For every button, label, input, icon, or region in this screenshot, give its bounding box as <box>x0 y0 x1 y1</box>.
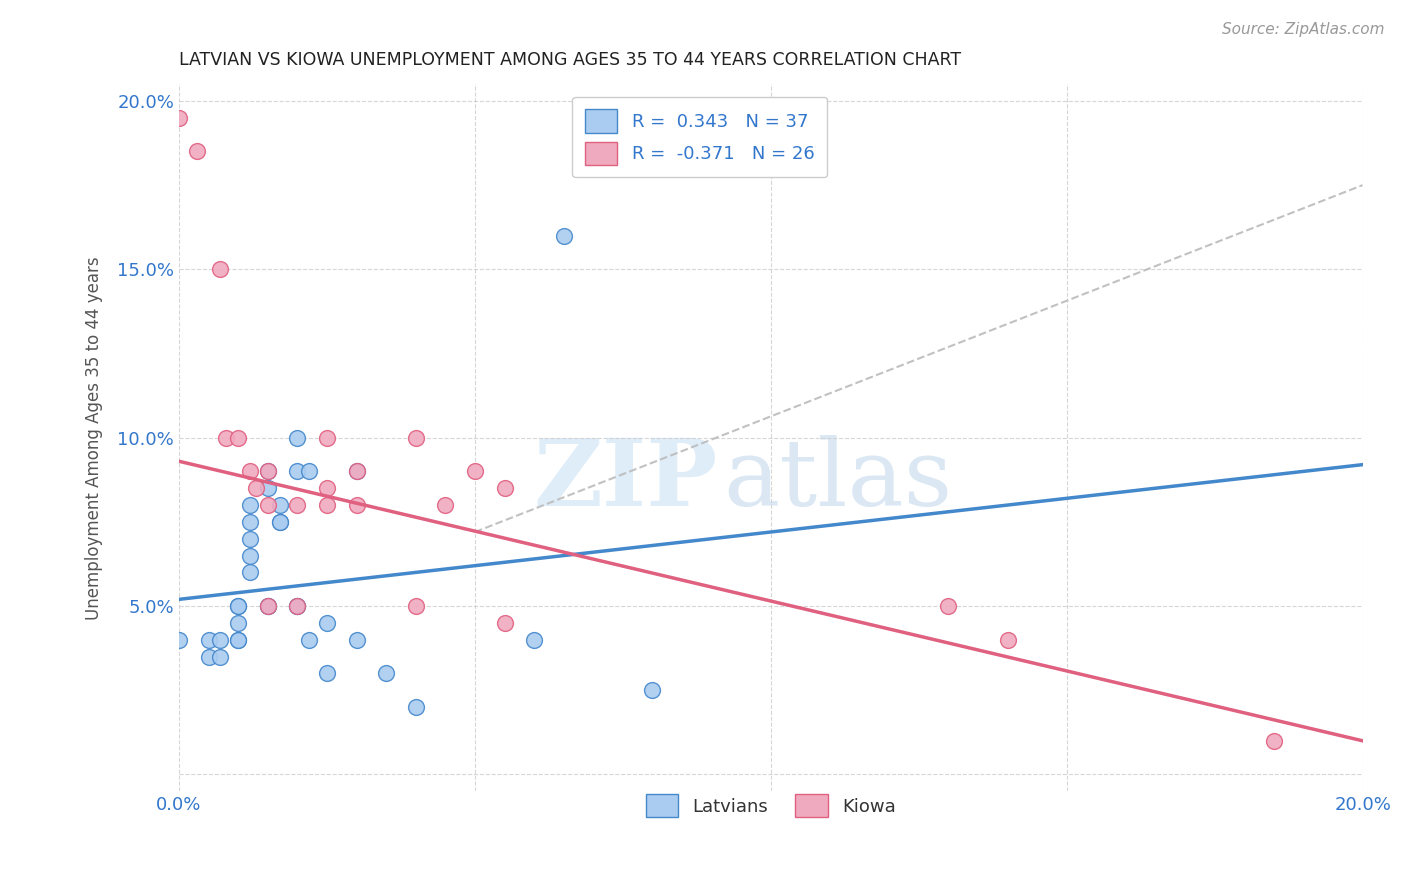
Point <box>375 666 398 681</box>
Point <box>226 431 249 445</box>
Point <box>256 599 278 613</box>
Point <box>239 498 262 512</box>
Point <box>256 599 278 613</box>
Legend: Latvians, Kiowa: Latvians, Kiowa <box>638 787 903 825</box>
Point <box>209 649 232 664</box>
Point <box>346 632 368 647</box>
Point <box>287 498 309 512</box>
Point <box>464 464 486 478</box>
Point <box>197 632 219 647</box>
Point <box>316 615 339 630</box>
Point <box>346 464 368 478</box>
Point <box>298 632 321 647</box>
Point <box>405 431 427 445</box>
Point <box>1263 733 1285 747</box>
Point <box>346 464 368 478</box>
Point <box>245 481 267 495</box>
Point <box>186 145 208 159</box>
Point <box>316 431 339 445</box>
Text: Source: ZipAtlas.com: Source: ZipAtlas.com <box>1222 22 1385 37</box>
Point <box>346 498 368 512</box>
Text: LATVIAN VS KIOWA UNEMPLOYMENT AMONG AGES 35 TO 44 YEARS CORRELATION CHART: LATVIAN VS KIOWA UNEMPLOYMENT AMONG AGES… <box>179 51 962 69</box>
Point <box>239 464 262 478</box>
Point <box>209 632 232 647</box>
Point <box>269 515 291 529</box>
Point <box>494 481 516 495</box>
Point <box>215 431 238 445</box>
Point <box>256 481 278 495</box>
Point <box>226 632 249 647</box>
Point <box>316 666 339 681</box>
Point <box>298 464 321 478</box>
Point <box>197 649 219 664</box>
Point <box>239 549 262 563</box>
Text: ZIP: ZIP <box>533 435 717 525</box>
Point <box>269 515 291 529</box>
Point <box>239 532 262 546</box>
Point <box>316 481 339 495</box>
Point <box>287 464 309 478</box>
Point <box>936 599 959 613</box>
Text: atlas: atlas <box>724 435 953 525</box>
Point <box>287 599 309 613</box>
Point <box>997 632 1019 647</box>
Point <box>239 515 262 529</box>
Point <box>256 464 278 478</box>
Point <box>287 599 309 613</box>
Point <box>641 683 664 698</box>
Y-axis label: Unemployment Among Ages 35 to 44 years: Unemployment Among Ages 35 to 44 years <box>86 256 103 620</box>
Point <box>226 599 249 613</box>
Point <box>167 111 190 125</box>
Point <box>287 431 309 445</box>
Point <box>523 632 546 647</box>
Point <box>209 262 232 277</box>
Point <box>256 464 278 478</box>
Point <box>405 599 427 613</box>
Point <box>226 615 249 630</box>
Point <box>494 615 516 630</box>
Point <box>167 632 190 647</box>
Point <box>434 498 457 512</box>
Point <box>553 228 575 243</box>
Point <box>226 599 249 613</box>
Point <box>256 599 278 613</box>
Point <box>256 498 278 512</box>
Point <box>226 632 249 647</box>
Point <box>316 498 339 512</box>
Point <box>405 700 427 714</box>
Point <box>269 498 291 512</box>
Point <box>239 566 262 580</box>
Point <box>287 599 309 613</box>
